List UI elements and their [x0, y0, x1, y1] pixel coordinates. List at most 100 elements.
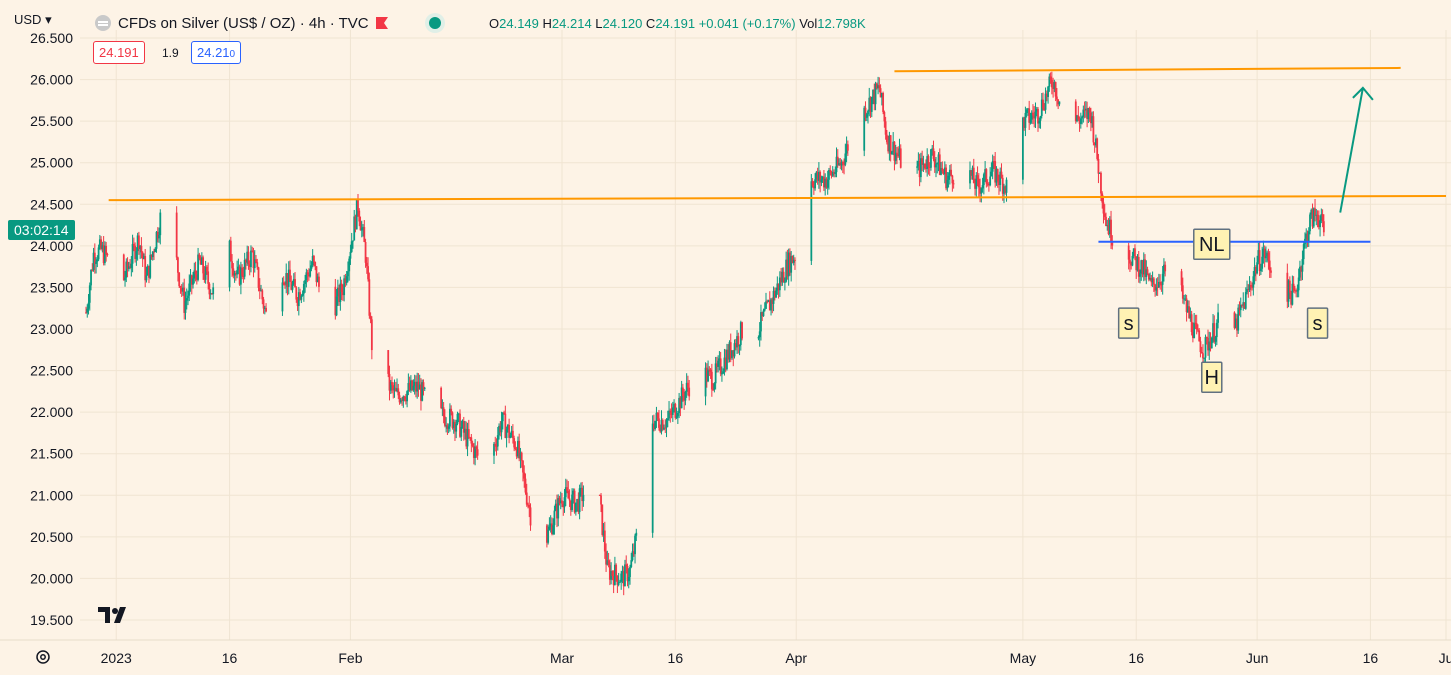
candle-body [1098, 172, 1101, 174]
candle-body [632, 551, 635, 555]
candle-body [819, 171, 822, 183]
candle-body [447, 426, 450, 429]
candle-body [670, 412, 673, 415]
candle-body [1257, 250, 1260, 263]
candle-body [579, 487, 582, 489]
candle-body [1198, 330, 1201, 342]
candle-body [870, 96, 873, 112]
x-tick-label: 2023 [101, 650, 132, 666]
close-value: 24.191 [655, 16, 696, 31]
candle-body [925, 168, 927, 170]
candle-body [449, 408, 451, 427]
candle-body [722, 371, 725, 374]
pattern-label-text: NL [1199, 234, 1225, 256]
candle-body [417, 381, 420, 390]
y-tick-label: 20.000 [30, 570, 73, 586]
candle-body [1043, 108, 1046, 110]
pattern-label-box [1193, 228, 1231, 260]
candle-body [665, 420, 668, 428]
candle-body [1263, 248, 1266, 259]
candle-body [357, 199, 359, 211]
candle-body [812, 185, 815, 189]
candle-body [527, 504, 529, 506]
y-tick-label: 25.000 [30, 155, 73, 171]
tradingview-logo-icon[interactable] [98, 606, 132, 624]
currency-label: USD [14, 12, 42, 27]
candle-body [504, 413, 507, 438]
candle-body [1200, 352, 1203, 354]
candle-body [127, 266, 130, 269]
candle-body [553, 510, 556, 526]
candle-body [1309, 214, 1311, 232]
candle-body [207, 271, 210, 284]
candle-body [1045, 93, 1048, 97]
candle-body [1246, 288, 1248, 293]
candle-body [687, 382, 689, 388]
candle-body [688, 387, 691, 397]
candle-body [205, 266, 208, 272]
candle-body [894, 152, 897, 161]
candle-body [561, 500, 563, 504]
candle-body [1136, 256, 1139, 271]
candle-body [353, 216, 356, 241]
candle-body [931, 148, 934, 150]
candle-body [350, 241, 353, 252]
candle-body [396, 388, 398, 392]
buy-button[interactable]: 24.210 [191, 41, 242, 64]
candle-body [401, 399, 403, 401]
candle-body [1156, 286, 1159, 288]
candle-body [501, 412, 504, 422]
candle-body [1042, 99, 1044, 109]
candle-body [510, 430, 513, 436]
candle-body [241, 267, 244, 277]
candle-body [144, 256, 147, 281]
x-tick-label: Ju [1439, 650, 1451, 666]
candle-body [946, 179, 949, 189]
candle-body [1203, 357, 1206, 359]
candle-body [656, 412, 659, 419]
candle-body [789, 252, 791, 273]
candle-body [712, 389, 715, 391]
candle-body [996, 169, 999, 181]
candle-body [475, 446, 478, 450]
y-tick-label: 23.500 [30, 279, 73, 295]
candle-body [387, 350, 390, 374]
sell-button[interactable]: 24.191 [93, 41, 145, 64]
currency-selector[interactable]: USD ▾ [14, 12, 52, 28]
candle-body [1103, 213, 1106, 217]
candle-body [993, 161, 995, 163]
candle-body [421, 382, 424, 401]
candle-body [1194, 322, 1197, 324]
settings-gear-icon[interactable] [34, 648, 52, 666]
candle-body [441, 407, 444, 409]
candle-body [126, 261, 129, 269]
candle-body [1141, 260, 1144, 275]
candle-body [496, 435, 499, 447]
candle-body [494, 443, 497, 447]
candle-body [562, 503, 565, 508]
candle-body [397, 388, 400, 396]
candle-body [423, 387, 426, 389]
candle-body [1314, 208, 1316, 216]
candle-body [338, 287, 341, 303]
x-tick-label: May [1010, 650, 1036, 666]
candle-body [1102, 202, 1105, 214]
candle-body [1005, 179, 1008, 193]
candle-body [469, 437, 471, 439]
candle-body [791, 256, 794, 263]
low-value: 24.120 [602, 16, 643, 31]
candle-body [932, 148, 935, 159]
flag-icon[interactable] [375, 17, 389, 29]
candle-body [204, 266, 207, 280]
candle-body [1107, 225, 1110, 235]
candle-body [1147, 273, 1150, 280]
candle-body [547, 529, 550, 543]
symbol-title[interactable]: CFDs on Silver (US$ / OZ) · 4h · TVC [118, 14, 369, 32]
candle-body [869, 97, 872, 112]
candle-body [143, 256, 145, 260]
candle-body [681, 387, 684, 396]
candle-body [673, 403, 675, 408]
candle-body [231, 261, 233, 269]
candle-body [1193, 322, 1196, 339]
